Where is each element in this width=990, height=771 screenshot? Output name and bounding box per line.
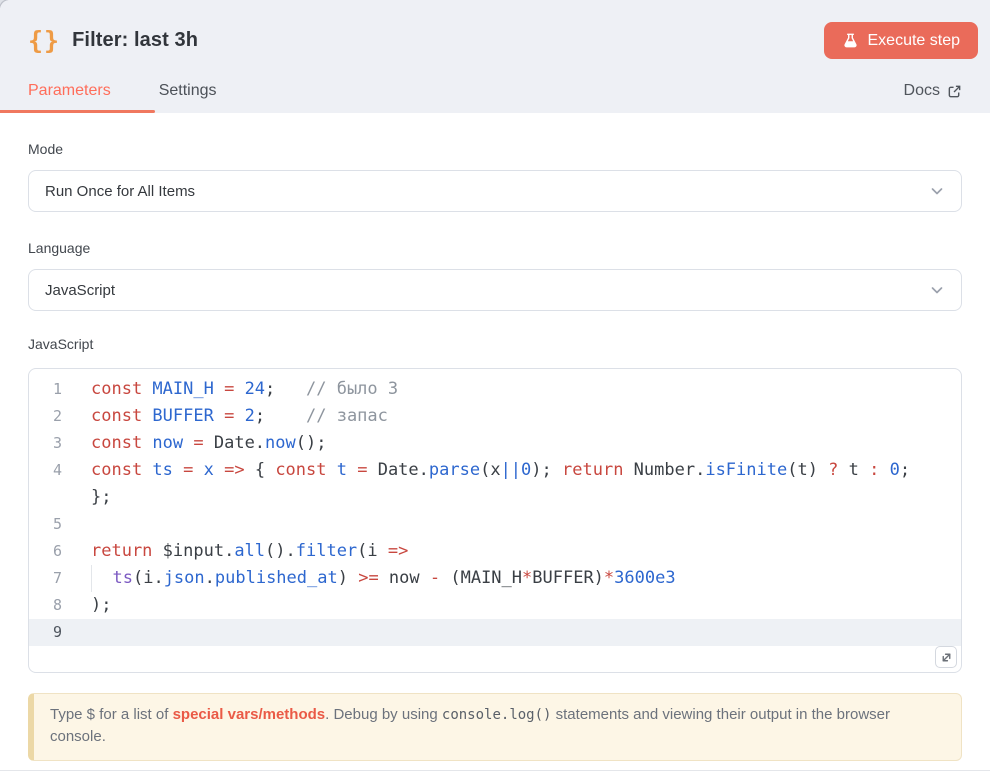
code-line-text <box>91 511 961 538</box>
chevron-down-icon <box>929 183 945 199</box>
editor-resize-handle[interactable] <box>935 646 957 668</box>
docs-link[interactable]: Docs <box>904 82 962 100</box>
special-vars-link[interactable]: special vars/methods <box>172 706 326 723</box>
code-node-icon: {} <box>28 26 61 55</box>
hint-text-segment: statements and viewing their output in t… <box>50 706 890 745</box>
line-number: 6 <box>52 542 62 560</box>
line-number: 9 <box>52 623 62 641</box>
panel-header: {} Filter: last 3h Execute step Paramete… <box>0 0 990 113</box>
code-line-text: const now = Date.now(); <box>91 433 327 453</box>
line-number <box>29 484 91 511</box>
code-line-text: ); <box>91 595 112 615</box>
language-select-value: JavaScript <box>45 281 116 299</box>
docs-label: Docs <box>903 82 940 99</box>
expand-icon <box>940 651 953 664</box>
console-log-code: console.log() <box>441 707 552 723</box>
mode-select-value: Run Once for All Items <box>45 182 196 200</box>
code-line-text: }; <box>91 487 112 507</box>
line-number: 8 <box>52 596 62 614</box>
node-title[interactable]: Filter: last 3h <box>72 29 199 51</box>
code-line-text: return $input.all().filter(i => <box>91 541 409 561</box>
code-line-text <box>91 619 961 646</box>
language-select[interactable]: JavaScript <box>28 269 962 311</box>
language-label: Language <box>28 240 91 256</box>
mode-label: Mode <box>28 141 64 157</box>
code-line[interactable]: 2 const BUFFER = 2; // запас <box>29 403 961 430</box>
external-link-icon <box>947 84 962 99</box>
code-line[interactable]: 9 <box>29 619 961 646</box>
mode-select[interactable]: Run Once for All Items <box>28 170 962 212</box>
code-line-text: ts(i.json.published_at) >= now - (MAIN_H… <box>91 565 961 592</box>
line-number: 7 <box>52 569 62 587</box>
editor-hint-callout: Type $ for a list of special vars/method… <box>28 693 962 761</box>
flask-icon <box>842 32 859 50</box>
parameters-panel: Mode Run Once for All Items Language Jav… <box>0 113 990 761</box>
line-number: 1 <box>52 380 62 398</box>
hint-text: Type $ for a list of special vars/method… <box>50 706 890 745</box>
code-line-text: const ts = x => { const t = Date.parse(x… <box>91 460 911 480</box>
code-line[interactable]: 3 const now = Date.now(); <box>29 430 961 457</box>
tab-bar: Parameters Settings Docs <box>0 69 990 113</box>
hint-text-segment: Type $ for a list of <box>50 706 173 723</box>
code-line[interactable]: 8); <box>29 592 961 619</box>
chevron-down-icon <box>929 282 945 298</box>
code-editor-label: JavaScript <box>28 336 94 352</box>
line-number: 4 <box>52 461 62 479</box>
line-number: 3 <box>52 434 62 452</box>
code-line[interactable]: }; <box>29 484 961 511</box>
tab-parameters[interactable]: Parameters <box>28 82 111 99</box>
code-line[interactable]: 7 ts(i.json.published_at) >= now - (MAIN… <box>29 565 961 592</box>
code-lines: 1 const MAIN_H = 24; // было 3 2 const BUFF… <box>29 369 961 646</box>
code-line[interactable]: 5 <box>29 511 961 538</box>
line-number: 5 <box>52 515 62 533</box>
execute-step-button[interactable]: Execute step <box>823 22 978 59</box>
code-editor[interactable]: 1 const MAIN_H = 24; // было 3 2 const BUFF… <box>28 368 962 673</box>
hint-text-segment: . Debug by using <box>325 706 442 723</box>
code-line-text: const MAIN_H = 24; // было 3 <box>91 379 399 399</box>
active-tab-underline <box>0 110 155 113</box>
line-number: 2 <box>52 407 62 425</box>
execute-step-label: Execute step <box>867 31 961 49</box>
code-line-text: const BUFFER = 2; // запас <box>91 406 388 426</box>
code-line[interactable]: 6 return $input.all().filter(i => <box>29 538 961 565</box>
code-line[interactable]: 4 const ts = x => { const t = Date.parse(… <box>29 457 961 484</box>
code-line[interactable]: 1 const MAIN_H = 24; // было 3 <box>29 376 961 403</box>
tab-settings[interactable]: Settings <box>158 82 217 99</box>
title-row: {} Filter: last 3h Execute step <box>0 0 990 69</box>
